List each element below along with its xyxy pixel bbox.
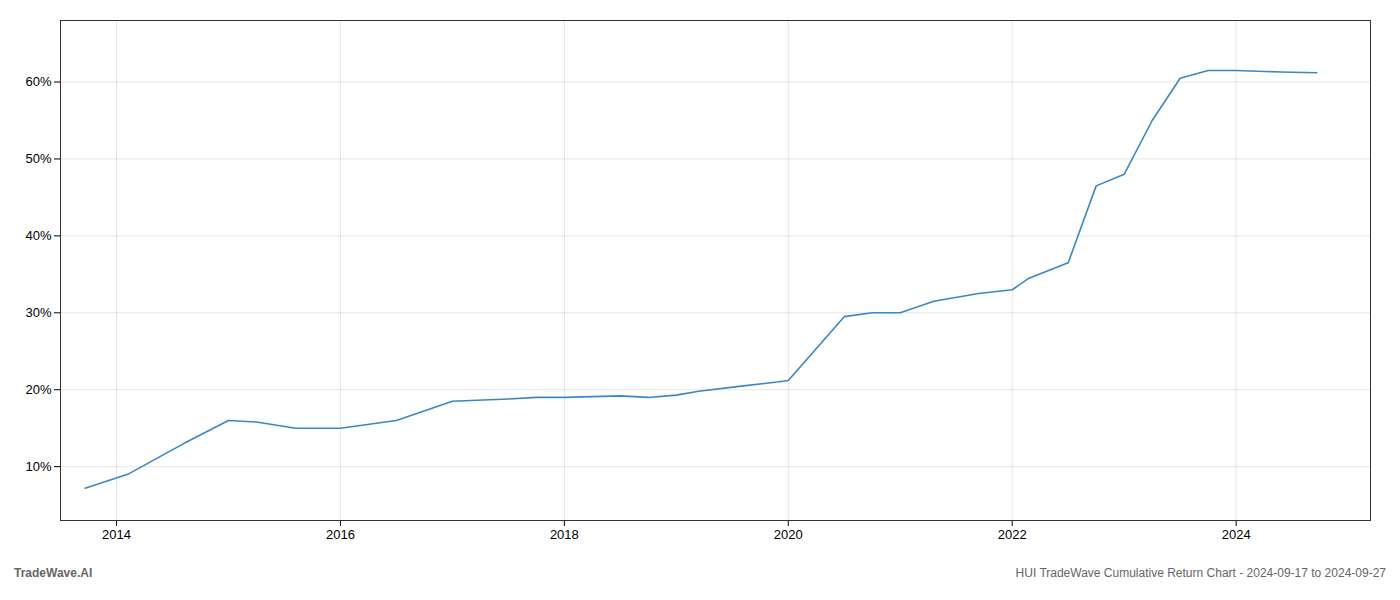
svg-text:10%: 10% — [25, 459, 51, 474]
svg-text:40%: 40% — [25, 228, 51, 243]
svg-text:2020: 2020 — [774, 527, 803, 542]
svg-text:50%: 50% — [25, 151, 51, 166]
html-text:HUI TradeWave Cumulative Retur: HUI TradeWave Cumulative Return Chart - … — [1015, 566, 1386, 580]
svg-text:2018: 2018 — [550, 527, 579, 542]
svg-text:2024: 2024 — [1222, 527, 1251, 542]
svg-text:2022: 2022 — [998, 527, 1027, 542]
svg-text:30%: 30% — [25, 305, 51, 320]
html-text:TradeWave.AI: TradeWave.AI — [14, 566, 93, 580]
svg-text:2014: 2014 — [102, 527, 131, 542]
svg-text:60%: 60% — [25, 74, 51, 89]
svg-text:2016: 2016 — [326, 527, 355, 542]
svg-text:20%: 20% — [25, 382, 51, 397]
